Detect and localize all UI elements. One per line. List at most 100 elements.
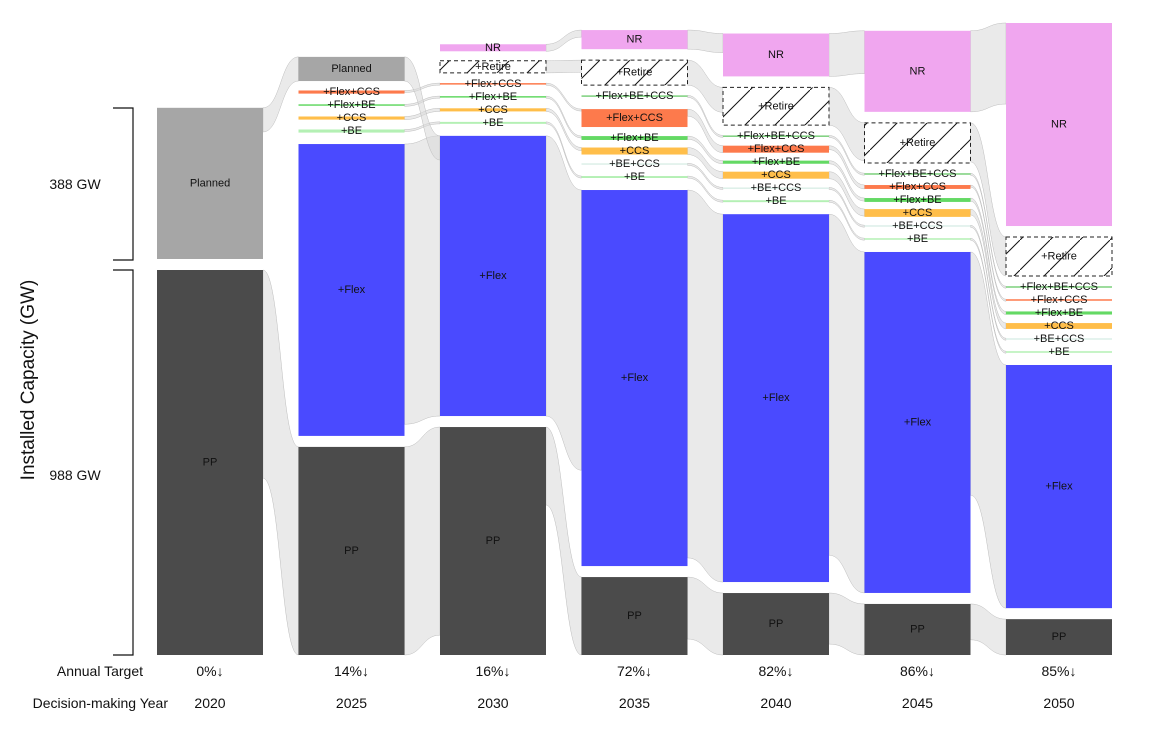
node-2045-beccs: +BE+CCS (864, 220, 971, 232)
flow-flexccs-to-flexccs (970, 184, 1007, 302)
node-hatch (581, 59, 688, 86)
node-bar (864, 251, 971, 593)
flow-flexbe-to-flexbe (545, 95, 582, 139)
node-2030-ccs: +CCS (440, 104, 546, 116)
node-label: +BE (482, 117, 503, 129)
node-bar (723, 171, 829, 179)
node-label: +Flex+BE (1035, 307, 1083, 319)
y-axis-label: Installed Capacity (GW) (18, 280, 39, 481)
node-2030-flexccs: +Flex+CCS (440, 78, 546, 90)
node-label: +Retire (758, 100, 794, 112)
node-bar (1006, 323, 1112, 329)
flow-beccs-to-beccs (687, 163, 724, 190)
node-label: +BE+CCS (1034, 333, 1085, 345)
flow-retire-to-retire (545, 59, 582, 74)
flow-beccs-to-beccs (828, 187, 865, 228)
node-label: PP (1052, 631, 1067, 643)
flow-nr-to-nr (545, 29, 582, 52)
node-2025-flex: +Flex (298, 144, 405, 436)
annual-target-2025: 14%↓ (334, 663, 369, 679)
node-2050-be: +BE (1006, 346, 1112, 358)
annual-target-2030: 16%↓ (475, 663, 510, 679)
node-label: +BE+CCS (751, 182, 802, 194)
node-2025-flexccs: +Flex+CCS (298, 86, 405, 98)
node-2040-retire: +Retire (722, 86, 830, 126)
node-bar (581, 95, 688, 97)
year-label-2030: 2030 (477, 695, 508, 711)
node-2025-flexbe: +Flex+BE (298, 99, 405, 111)
node-label: +Flex (1045, 481, 1073, 493)
node-2035-ccs: +CCS (581, 145, 688, 157)
node-label: +CCS (337, 112, 367, 124)
flow-flex-to-flex (545, 135, 582, 471)
node-label: +Flex+BE (893, 194, 941, 206)
year-label-2040: 2040 (760, 695, 791, 711)
node-bar (440, 83, 546, 85)
node-2050-flexbe: +Flex+BE (1006, 307, 1112, 319)
column-labels: 0%↓ 2020 14%↓ 2025 16%↓ 2030 72%↓ 2035 82%↓ 2040 8… (194, 663, 1076, 711)
flow-flex-to-flex (828, 213, 865, 594)
node-label: Planned (190, 177, 230, 189)
node-label: +Flex (338, 284, 366, 296)
flow-retire-to-retire (687, 59, 724, 113)
node-2045-flexbe: +Flex+BE (864, 194, 971, 206)
node-2040-flexbe: +Flex+BE (723, 156, 829, 168)
node-2050-flex: +Flex (1006, 364, 1112, 609)
node-label: PP (627, 610, 642, 622)
node-2040-ccs: +CCS (723, 169, 829, 181)
bracket-planned (113, 107, 134, 261)
node-bar (298, 104, 405, 106)
node-label: PP (910, 623, 925, 635)
node-2030-nr: NR (440, 42, 546, 54)
node-bar (864, 185, 971, 189)
y-axis: Installed Capacity (GW) 388 GW 988 GW An… (18, 107, 169, 711)
node-bar (581, 109, 688, 128)
node-2045-flexbeccs: +Flex+BE+CCS (864, 168, 971, 180)
flow-be-to-be (404, 121, 441, 132)
node-bar (581, 176, 688, 179)
node-bar (1006, 311, 1112, 315)
node-label: NR (485, 42, 501, 54)
flows (262, 22, 1007, 656)
node-label: +Flex+BE+CCS (737, 130, 815, 142)
year-label-2035: 2035 (619, 695, 650, 711)
row-label-target: Annual Target (57, 663, 143, 679)
flow-flex-to-flex (687, 189, 724, 583)
node-2050-flexbeccs: +Flex+BE+CCS (1006, 281, 1112, 293)
node-2025-be: +BE (298, 125, 405, 137)
flow-beccs-to-beccs (970, 224, 1007, 341)
node-label: +Flex+BE+CCS (1020, 281, 1098, 293)
flow-flexbe-to-flexbe (687, 135, 724, 164)
node-bar (440, 121, 546, 124)
node-2040-be: +BE (723, 195, 829, 207)
node-2025-pp: PP (298, 446, 405, 655)
year-label-2025: 2025 (336, 695, 367, 711)
flow-be-to-be (970, 237, 1007, 354)
node-2040-beccs: +BE+CCS (723, 182, 829, 194)
node-hatch (722, 86, 830, 126)
node-label: +Flex+BE (610, 132, 658, 144)
flow-pp-to-pp (262, 269, 299, 656)
node-label: +CCS (1044, 320, 1074, 332)
node-label: +Flex+CCS (1031, 294, 1088, 306)
node-2035-nr: NR (581, 30, 688, 50)
node-bar (581, 136, 688, 140)
node-label: +BE (765, 195, 786, 207)
nodes: PlannedPPPlanned+Flex+CCS+Flex+BE+CCS+BE… (157, 23, 1113, 655)
row-label-year: Decision-making Year (33, 695, 169, 711)
node-2045-ccs: +CCS (864, 207, 971, 219)
flow-flex-to-flex (970, 251, 1007, 609)
node-bar (864, 30, 971, 112)
node-label: +Flex+CCS (323, 86, 380, 98)
flow-flexbe-to-flexbe (970, 197, 1007, 315)
node-2030-retire: +Retire (439, 60, 547, 74)
node-bar (157, 107, 263, 260)
node-label: +BE+CCS (892, 220, 943, 232)
node-bar (440, 108, 546, 112)
node-hatch (439, 60, 547, 74)
node-2025-ccs: +CCS (298, 112, 405, 124)
node-2030-pp: PP (440, 427, 546, 655)
node-2035-pp: PP (581, 577, 688, 655)
annual-target-2020: 0%↓ (196, 663, 223, 679)
